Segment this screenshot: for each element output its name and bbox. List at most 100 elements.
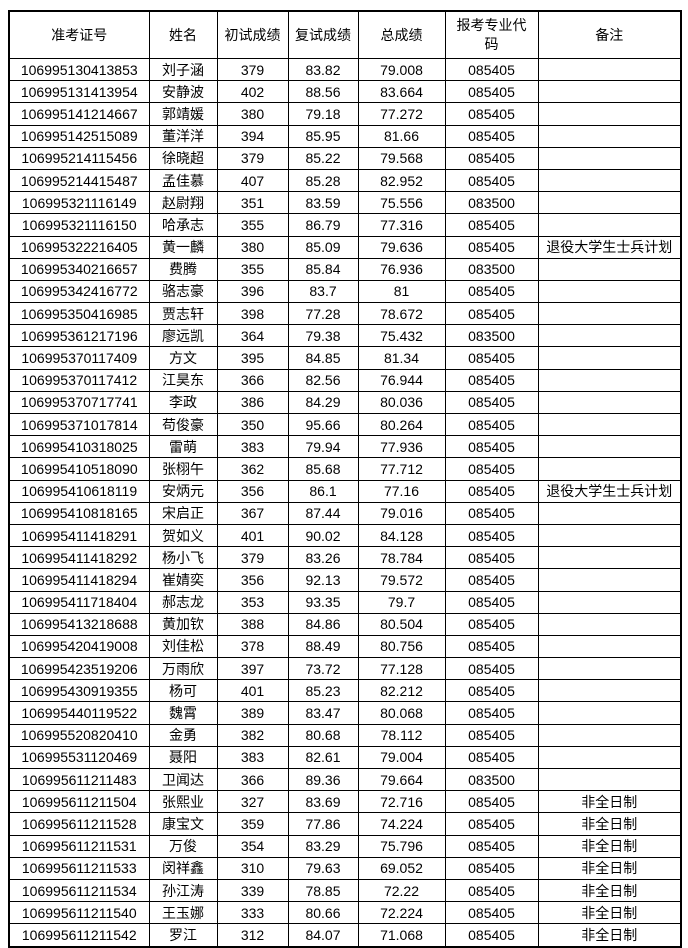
cell-admission-ticket-no: 106995322216405 <box>8 235 150 259</box>
table-row: 106995131413954 安静波 402 88.56 83.664 085… <box>8 80 682 104</box>
cell-remark <box>537 57 682 82</box>
cell-retest-score: 86.1 <box>287 479 359 503</box>
table-row: 106995411718404 郝志龙 353 93.35 79.7 08540… <box>8 590 682 614</box>
cell-major-code: 085405 <box>444 435 539 459</box>
cell-admission-ticket-no: 106995131413954 <box>8 80 150 104</box>
cell-name: 哈承志 <box>148 213 218 237</box>
cell-major-code: 085405 <box>444 279 539 304</box>
cell-retest-score: 73.72 <box>287 657 359 681</box>
table-row: 106995611211483 卫闻达 366 89.36 79.664 083… <box>8 767 682 792</box>
cell-retest-score: 90.02 <box>287 523 359 548</box>
cell-name: 方文 <box>148 346 218 370</box>
cell-name: 费腾 <box>148 257 218 281</box>
table-row: 106995410518090 张栩午 362 85.68 77.712 085… <box>8 457 682 481</box>
cell-total-score: 72.22 <box>357 878 446 903</box>
table-row: 106995342416772 骆志豪 396 83.7 81 085405 <box>8 279 682 304</box>
cell-initial-exam-score: 382 <box>216 723 289 747</box>
cell-total-score: 79.7 <box>357 590 446 614</box>
cell-major-code: 085405 <box>444 80 539 104</box>
cell-retest-score: 82.56 <box>287 368 359 392</box>
cell-initial-exam-score: 379 <box>216 146 289 170</box>
cell-name: 罗江 <box>148 923 218 947</box>
cell-remark <box>537 723 682 747</box>
cell-total-score: 82.952 <box>357 168 446 193</box>
table-row: 106995611211531 万俊 354 83.29 75.796 0854… <box>8 834 682 858</box>
cell-admission-ticket-no: 106995130413853 <box>8 57 150 82</box>
cell-remark <box>537 612 682 636</box>
table-row: 106995410318025 雷萌 383 79.94 77.936 0854… <box>8 435 682 459</box>
cell-admission-ticket-no: 106995370717741 <box>8 390 150 415</box>
cell-admission-ticket-no: 106995411418294 <box>8 568 150 592</box>
cell-name: 江昊东 <box>148 368 218 392</box>
cell-initial-exam-score: 366 <box>216 767 289 792</box>
cell-admission-ticket-no: 106995411418291 <box>8 523 150 548</box>
table-row: 106995370717741 李政 386 84.29 80.036 0854… <box>8 390 682 415</box>
cell-name: 李政 <box>148 390 218 415</box>
table-row: 106995440119522 魏霄 389 83.47 80.068 0854… <box>8 701 682 725</box>
table-row: 106995322216405 黄一麟 380 85.09 79.636 085… <box>8 235 682 259</box>
table-row: 106995411418294 崔婧奕 356 92.13 79.572 085… <box>8 568 682 592</box>
cell-admission-ticket-no: 106995413218688 <box>8 612 150 636</box>
cell-initial-exam-score: 356 <box>216 479 289 503</box>
cell-retest-score: 78.85 <box>287 878 359 903</box>
cell-initial-exam-score: 350 <box>216 412 289 437</box>
table-row: 106995141214667 郭靖媛 380 79.18 77.272 085… <box>8 102 682 126</box>
table-body: 106995130413853 刘子涵 379 83.82 79.008 085… <box>8 57 682 947</box>
cell-admission-ticket-no: 106995342416772 <box>8 279 150 304</box>
cell-retest-score: 89.36 <box>287 767 359 792</box>
cell-name: 刘佳松 <box>148 634 218 659</box>
cell-total-score: 80.068 <box>357 701 446 725</box>
cell-retest-score: 77.28 <box>287 302 359 326</box>
cell-remark: 非全日制 <box>537 901 682 925</box>
cell-major-code: 085405 <box>444 57 539 82</box>
cell-remark: 非全日制 <box>537 856 682 880</box>
cell-initial-exam-score: 386 <box>216 390 289 415</box>
cell-major-code: 085405 <box>444 346 539 370</box>
cell-major-code: 085405 <box>444 745 539 770</box>
cell-total-score: 75.432 <box>357 324 446 348</box>
cell-remark <box>537 745 682 770</box>
cell-major-code: 085405 <box>444 634 539 659</box>
cell-name: 万雨欣 <box>148 657 218 681</box>
table-row: 106995611211542 罗江 312 84.07 71.068 0854… <box>8 923 682 947</box>
cell-remark <box>537 435 682 459</box>
cell-remark <box>537 168 682 193</box>
cell-total-score: 77.316 <box>357 213 446 237</box>
cell-retest-score: 83.26 <box>287 546 359 570</box>
cell-remark <box>537 523 682 548</box>
cell-initial-exam-score: 351 <box>216 191 289 215</box>
cell-admission-ticket-no: 106995611211483 <box>8 767 150 792</box>
cell-name: 苟俊豪 <box>148 412 218 437</box>
cell-name: 赵尉翔 <box>148 191 218 215</box>
cell-name: 张熙业 <box>148 790 218 814</box>
cell-retest-score: 83.29 <box>287 834 359 858</box>
cell-initial-exam-score: 401 <box>216 523 289 548</box>
cell-retest-score: 93.35 <box>287 590 359 614</box>
cell-retest-score: 85.68 <box>287 457 359 481</box>
cell-initial-exam-score: 401 <box>216 679 289 703</box>
cell-initial-exam-score: 333 <box>216 901 289 925</box>
cell-admission-ticket-no: 106995141214667 <box>8 102 150 126</box>
table-row: 106995611211504 张熙业 327 83.69 72.716 085… <box>8 790 682 814</box>
cell-total-score: 80.756 <box>357 634 446 659</box>
cell-name: 廖远凯 <box>148 324 218 348</box>
cell-retest-score: 88.49 <box>287 634 359 659</box>
cell-total-score: 74.224 <box>357 812 446 836</box>
cell-retest-score: 79.63 <box>287 856 359 880</box>
cell-major-code: 085405 <box>444 701 539 725</box>
cell-total-score: 71.068 <box>357 923 446 947</box>
cell-major-code: 085405 <box>444 901 539 925</box>
cell-total-score: 72.716 <box>357 790 446 814</box>
cell-initial-exam-score: 354 <box>216 834 289 858</box>
cell-admission-ticket-no: 106995420419008 <box>8 634 150 659</box>
cell-major-code: 085405 <box>444 457 539 481</box>
cell-initial-exam-score: 383 <box>216 745 289 770</box>
cell-admission-ticket-no: 106995410818165 <box>8 501 150 525</box>
cell-initial-exam-score: 339 <box>216 878 289 903</box>
cell-initial-exam-score: 383 <box>216 435 289 459</box>
table-row: 106995321116149 赵尉翔 351 83.59 75.556 083… <box>8 191 682 215</box>
cell-total-score: 72.224 <box>357 901 446 925</box>
cell-initial-exam-score: 396 <box>216 279 289 304</box>
table-row: 106995370117412 江昊东 366 82.56 76.944 085… <box>8 368 682 392</box>
